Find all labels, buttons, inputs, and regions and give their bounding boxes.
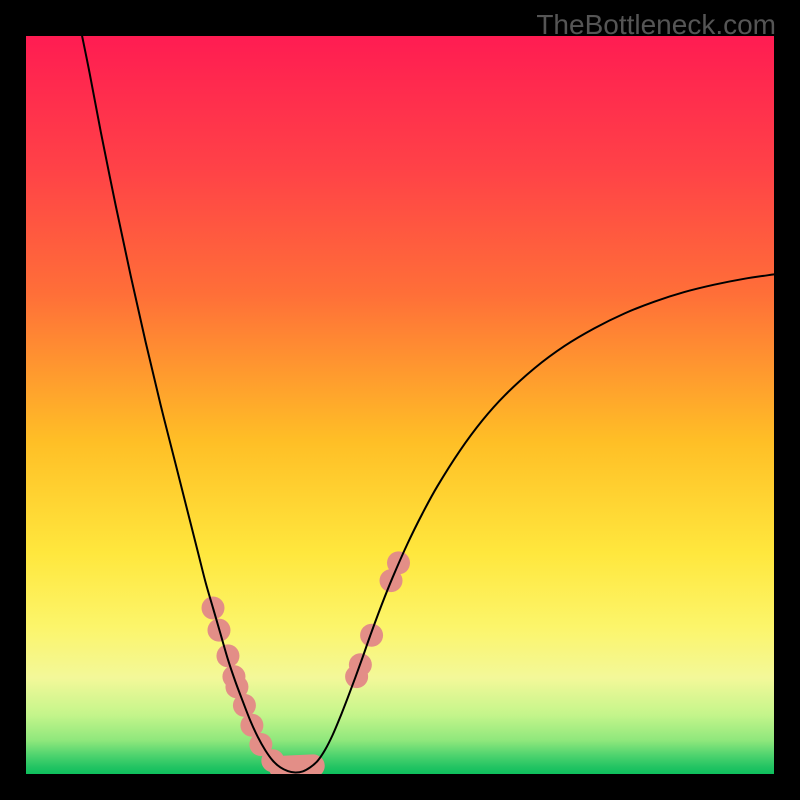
watermark-label: TheBottleneck.com <box>536 9 776 40</box>
plot-background <box>26 36 774 774</box>
marker-dot <box>216 644 239 667</box>
marker-pill <box>280 766 313 767</box>
marker-dot <box>360 624 383 647</box>
chart-canvas: TheBottleneck.com <box>0 0 800 800</box>
